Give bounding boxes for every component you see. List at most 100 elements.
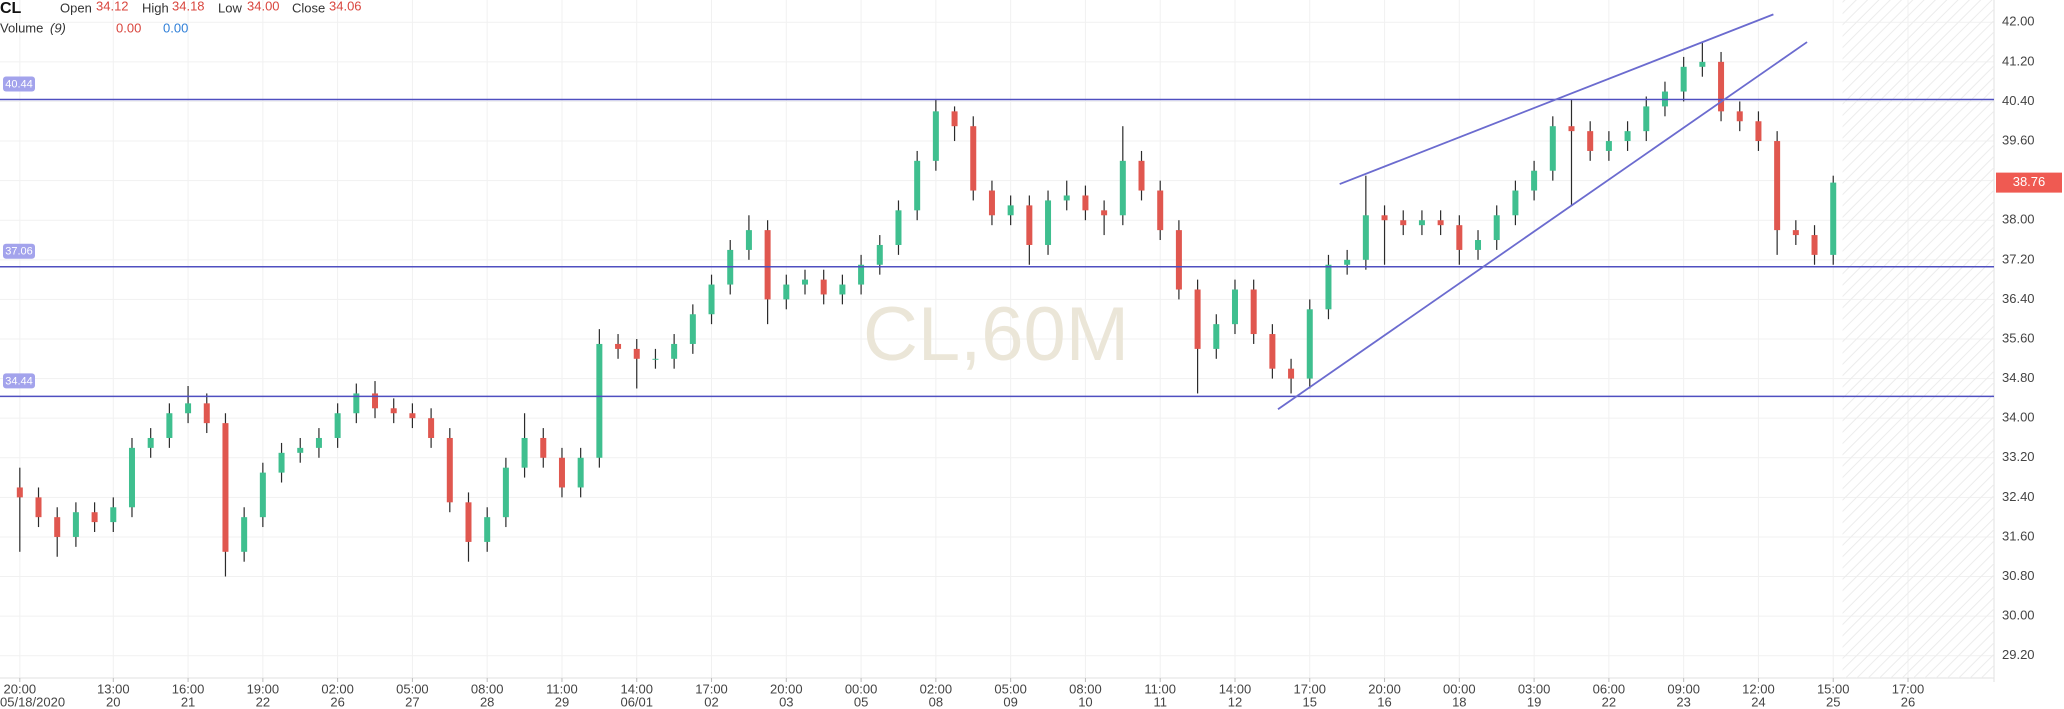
candle-body xyxy=(1568,126,1575,132)
candle-body xyxy=(72,512,79,537)
x-tick-label: 16:00 xyxy=(172,681,205,696)
x-tick-label: 11:00 xyxy=(546,681,578,696)
x-tick-label: 09:00 xyxy=(1667,681,1700,696)
symbol: CL xyxy=(0,0,22,17)
candle-body xyxy=(446,437,453,503)
candle-body xyxy=(1587,131,1594,151)
x-tick-date: 09 xyxy=(1003,694,1017,709)
x-tick-label: 20:00 xyxy=(4,681,37,696)
candle-body xyxy=(1830,182,1837,255)
candle-body xyxy=(1288,368,1295,379)
x-tick-label: 17:00 xyxy=(695,681,728,696)
x-tick-date: 16 xyxy=(1377,694,1391,709)
candle-body xyxy=(390,408,397,414)
level-label: 40.44 xyxy=(5,78,33,90)
candle-body xyxy=(1736,111,1743,122)
candle-body xyxy=(1101,210,1108,216)
candle-body xyxy=(1774,141,1781,231)
candle-body xyxy=(1792,230,1799,236)
level-label-box xyxy=(3,243,35,259)
candle-body xyxy=(1138,160,1145,191)
candle-body xyxy=(484,517,491,542)
candle-body xyxy=(1269,334,1276,369)
candle-body xyxy=(1250,289,1257,335)
x-tick-date: 26 xyxy=(330,694,344,709)
candle-body xyxy=(185,403,192,414)
last-price-label: 38.76 xyxy=(2013,174,2046,189)
candle-body xyxy=(540,437,547,458)
x-tick-label: 17:00 xyxy=(1892,681,1925,696)
x-tick-label: 14:00 xyxy=(1219,681,1252,696)
x-tick-label: 06:00 xyxy=(1593,681,1626,696)
candle-body xyxy=(1531,170,1538,191)
y-tick-label: 30.80 xyxy=(2002,568,2035,583)
x-tick-date: 25 xyxy=(1826,694,1840,709)
x-tick-date: 08 xyxy=(929,694,943,709)
x-tick-label: 03:00 xyxy=(1518,681,1551,696)
candle-body xyxy=(1381,215,1388,221)
x-tick-label: 02:00 xyxy=(321,681,354,696)
y-tick-label: 41.20 xyxy=(2002,53,2035,68)
candle-body xyxy=(1493,215,1500,241)
candle-body xyxy=(858,264,865,285)
candle-body xyxy=(839,284,846,295)
ohlc-label: Close xyxy=(292,0,325,15)
candle-body xyxy=(577,457,584,488)
candle-body xyxy=(1605,141,1612,151)
y-tick-label: 38.00 xyxy=(2002,212,2035,227)
candle-body xyxy=(802,279,809,285)
candle-body xyxy=(783,284,790,300)
candle-body xyxy=(914,160,921,211)
x-tick-label: 08:00 xyxy=(1069,681,1102,696)
candle-body xyxy=(1643,106,1650,132)
candle-body xyxy=(876,244,883,265)
candle-body xyxy=(1325,264,1332,310)
x-tick-label: 11:00 xyxy=(1144,681,1176,696)
candle-body xyxy=(409,413,416,419)
candle-body xyxy=(1362,215,1369,260)
candle-body xyxy=(932,111,939,161)
ohlc-label: High xyxy=(142,0,169,15)
candle-body xyxy=(35,497,42,518)
label-layer: 29.20 30.00 30.80 31.60 32.40 33.20 34.00 34.80… xyxy=(0,14,2062,709)
x-tick-date: 27 xyxy=(405,694,419,709)
candle-body xyxy=(988,190,995,216)
candle-body xyxy=(1811,235,1818,255)
ohlc-label: Low xyxy=(218,0,242,15)
header: CL Open 34.12 High 34.18 Low 34.00 Close… xyxy=(0,0,362,35)
watermark: CL,60M xyxy=(863,292,1129,377)
x-tick-label: 20:00 xyxy=(770,681,803,696)
future-area xyxy=(1842,0,1994,678)
candle-body xyxy=(1007,205,1014,216)
x-tick-date: 12 xyxy=(1228,694,1242,709)
candle-body xyxy=(203,403,210,424)
candle-body xyxy=(1549,126,1556,171)
y-tick-label: 35.60 xyxy=(2002,330,2035,345)
candle-body xyxy=(241,517,248,552)
x-tick-date: 24 xyxy=(1751,694,1765,709)
candle-body xyxy=(1400,220,1407,226)
trendline xyxy=(1277,41,1808,411)
x-tick-label: 02:00 xyxy=(920,681,953,696)
x-tick-date: 05/18/2020 xyxy=(0,694,65,709)
x-tick-label: 17:00 xyxy=(1293,681,1326,696)
candle-body xyxy=(689,314,696,344)
candle-body xyxy=(166,413,173,438)
x-tick-date: 29 xyxy=(555,694,569,709)
x-tick-date: 05 xyxy=(854,694,868,709)
ohlc-value: 34.06 xyxy=(329,0,362,13)
candle-body xyxy=(222,423,229,552)
y-tick-label: 39.60 xyxy=(2002,132,2035,147)
candle-body xyxy=(1045,200,1052,245)
x-tick-date: 15 xyxy=(1303,694,1317,709)
candle-body xyxy=(1624,131,1631,142)
y-tick-label: 33.20 xyxy=(2002,449,2035,464)
x-tick-date: 21 xyxy=(181,694,195,709)
level-label: 37.06 xyxy=(5,246,33,258)
candle-body xyxy=(1194,289,1201,349)
ohlc-label: Open xyxy=(60,0,92,15)
volume-period: (9) xyxy=(50,20,66,35)
candle-body xyxy=(1231,289,1238,325)
candle-body xyxy=(297,447,304,453)
